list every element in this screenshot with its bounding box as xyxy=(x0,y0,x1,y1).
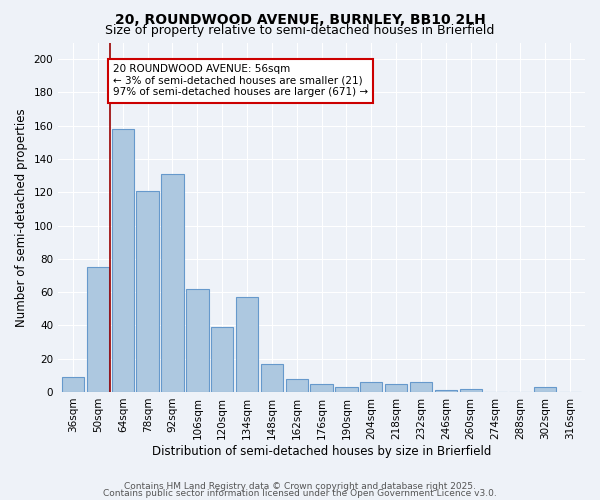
Bar xyxy=(161,174,184,392)
Bar xyxy=(534,387,556,392)
Bar xyxy=(211,327,233,392)
Text: 20 ROUNDWOOD AVENUE: 56sqm
← 3% of semi-detached houses are smaller (21)
97% of : 20 ROUNDWOOD AVENUE: 56sqm ← 3% of semi-… xyxy=(113,64,368,98)
Bar xyxy=(335,387,358,392)
Bar xyxy=(260,364,283,392)
Bar xyxy=(385,384,407,392)
Bar xyxy=(136,190,159,392)
Text: Contains HM Land Registry data © Crown copyright and database right 2025.: Contains HM Land Registry data © Crown c… xyxy=(124,482,476,491)
Text: Contains public sector information licensed under the Open Government Licence v3: Contains public sector information licen… xyxy=(103,489,497,498)
Bar xyxy=(87,267,109,392)
Bar xyxy=(286,378,308,392)
Bar xyxy=(410,382,432,392)
Bar xyxy=(460,388,482,392)
Bar xyxy=(360,382,382,392)
Text: Size of property relative to semi-detached houses in Brierfield: Size of property relative to semi-detach… xyxy=(106,24,494,37)
Bar xyxy=(112,129,134,392)
X-axis label: Distribution of semi-detached houses by size in Brierfield: Distribution of semi-detached houses by … xyxy=(152,444,491,458)
Bar xyxy=(186,289,209,392)
Bar xyxy=(62,377,84,392)
Y-axis label: Number of semi-detached properties: Number of semi-detached properties xyxy=(15,108,28,326)
Bar xyxy=(434,390,457,392)
Text: 20, ROUNDWOOD AVENUE, BURNLEY, BB10 2LH: 20, ROUNDWOOD AVENUE, BURNLEY, BB10 2LH xyxy=(115,12,485,26)
Bar xyxy=(310,384,333,392)
Bar xyxy=(236,297,258,392)
